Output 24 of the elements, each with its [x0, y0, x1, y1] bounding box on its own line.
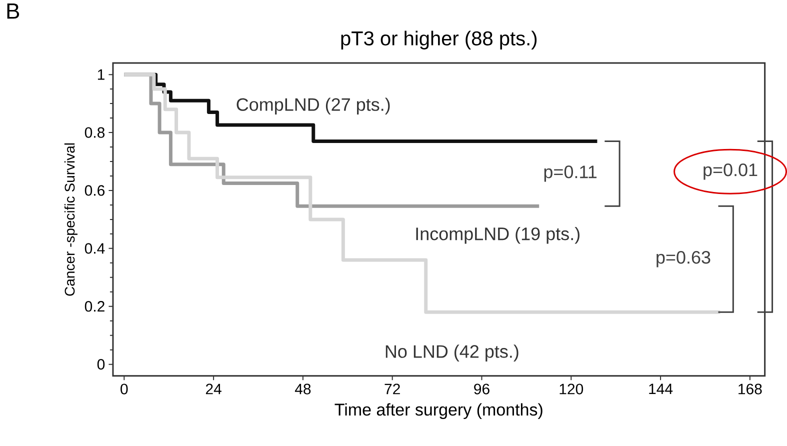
series-label: IncompLND (19 pts.) — [416, 227, 580, 244]
annotation: p=0.11 — [544, 166, 597, 182]
x-tick-label: 144 — [649, 384, 673, 394]
x-axis-title: Time after surgery (months) — [334, 403, 542, 420]
y-tick-label: 0.8 — [84, 127, 105, 138]
x-tick-label: 48 — [294, 384, 311, 394]
chart-title: pT3 or higher (88 pts.) — [341, 30, 537, 50]
x-tick-label: 0 — [120, 384, 128, 394]
annotation: p=0.63 — [656, 251, 710, 268]
text: B — [7, 4, 20, 19]
y-tick-label: 1 — [98, 69, 104, 80]
x-tick-label: 24 — [206, 384, 222, 394]
annotation: p=0.01 — [704, 164, 758, 180]
y-tick-label: 0.6 — [84, 185, 105, 196]
series-label: CompLND (27 pts.) — [236, 98, 390, 115]
y-tick-label: 0 — [97, 359, 105, 370]
x-tick-label: 72 — [384, 384, 400, 394]
y-tick-label: 0.2 — [84, 301, 104, 312]
x-tick-label: 168 — [738, 384, 762, 394]
series-label: No LND (42 pts.) — [386, 344, 518, 362]
y-axis-title: Cancer -specific Survival — [64, 143, 78, 296]
x-tick-label: 120 — [560, 384, 584, 394]
x-tick-label: 96 — [474, 384, 490, 394]
y-tick-label: 0.4 — [84, 243, 105, 254]
